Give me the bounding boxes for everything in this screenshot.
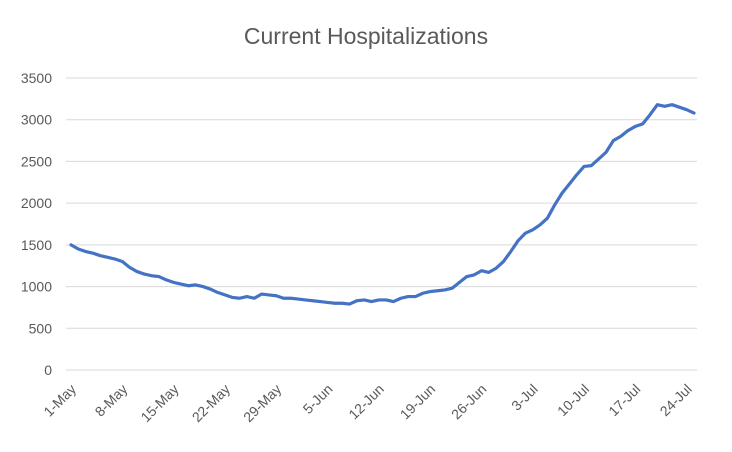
x-tick-label: 1-May (40, 381, 79, 420)
x-tick-label: 12-Jun (345, 381, 387, 423)
x-tick-label: 5-Jun (300, 381, 336, 417)
y-tick-label: 1500 (21, 237, 52, 253)
y-tick-label: 3500 (21, 70, 52, 86)
x-tick-label: 19-Jun (397, 381, 439, 423)
y-tick-label: 2500 (21, 153, 52, 169)
x-tick-label: 8-May (92, 381, 131, 420)
y-tick-label: 500 (29, 320, 53, 336)
y-tick-label: 0 (44, 362, 52, 378)
x-tick-label: 10-Jul (554, 381, 592, 419)
y-tick-label: 2000 (21, 195, 52, 211)
x-tick-label: 3-Jul (508, 381, 541, 414)
y-tick-label: 3000 (21, 112, 52, 128)
chart-title: Current Hospitalizations (244, 23, 488, 49)
x-tick-label: 24-Jul (657, 381, 695, 419)
x-tick-label: 15-May (137, 381, 181, 425)
x-tick-label: 26-Jun (448, 381, 490, 423)
x-tick-label: 17-Jul (605, 381, 643, 419)
y-tick-label: 1000 (21, 279, 52, 295)
data-line (69, 103, 696, 306)
x-tick-label: 22-May (189, 381, 233, 425)
x-tick-label: 29-May (240, 381, 284, 425)
